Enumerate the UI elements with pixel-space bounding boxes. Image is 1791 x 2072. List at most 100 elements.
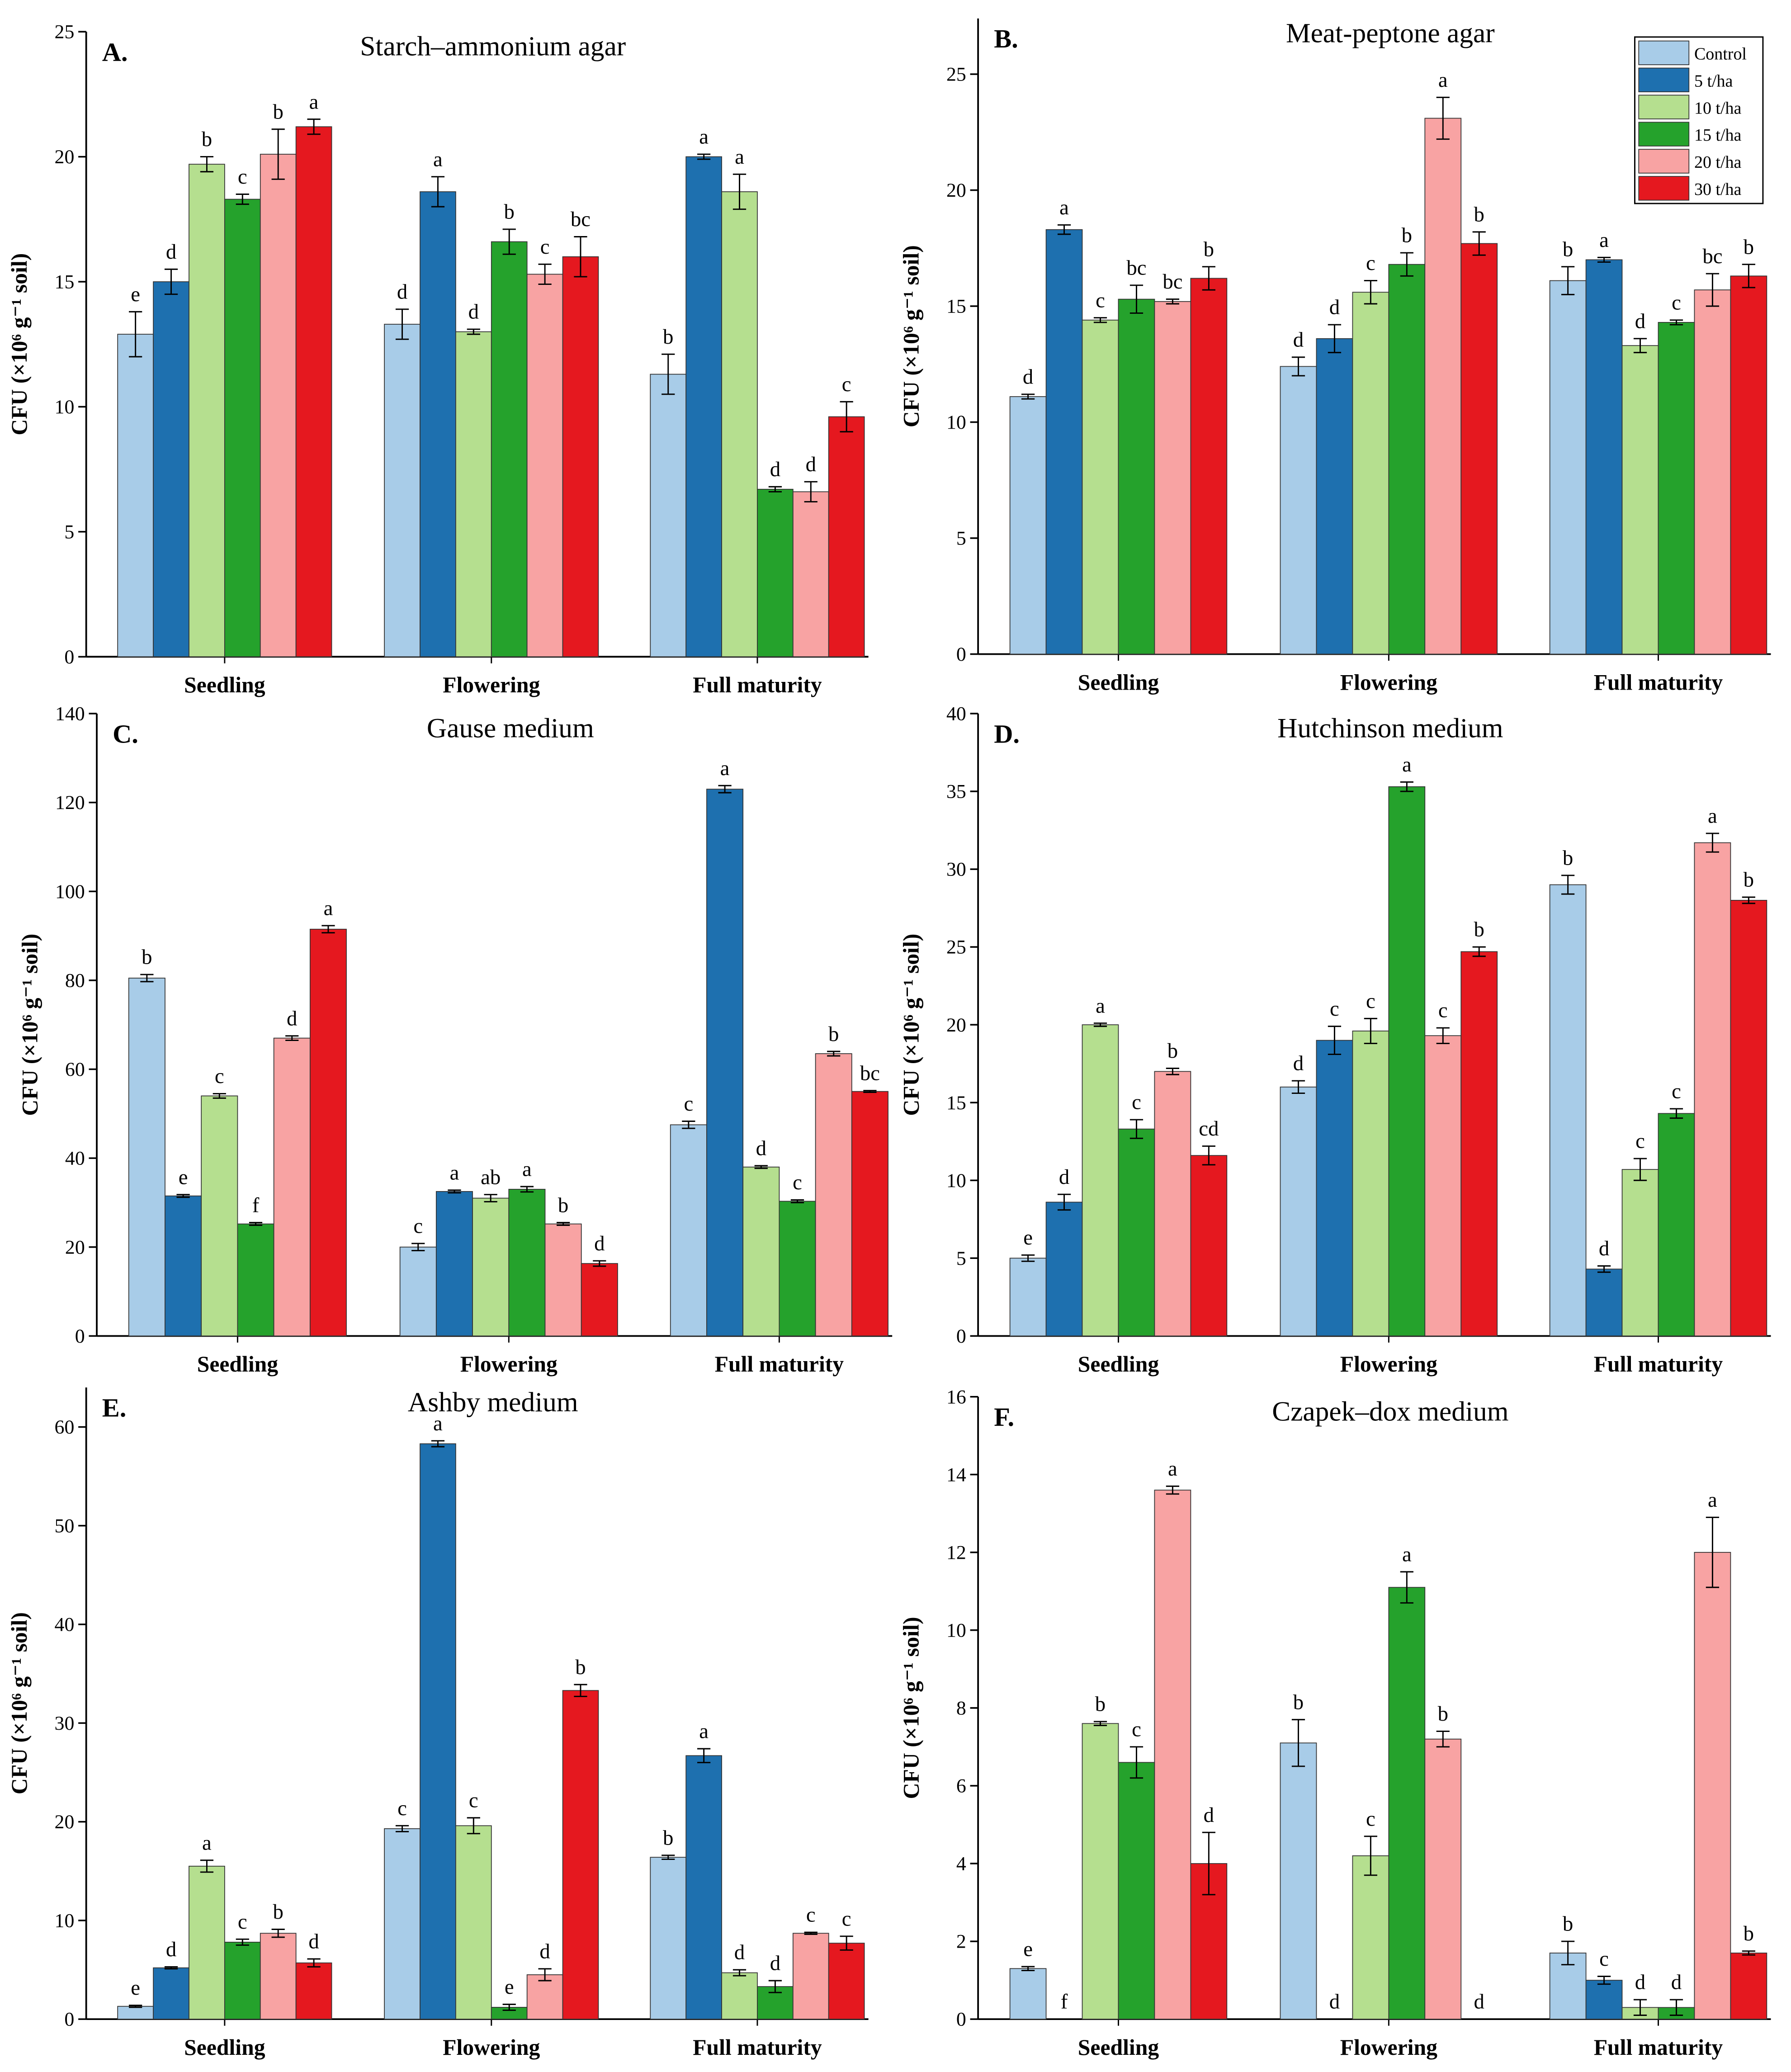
bar xyxy=(1621,345,1659,655)
significance-letter: d xyxy=(756,1136,766,1160)
significance-letter: a xyxy=(433,1412,443,1435)
significance-letter: d xyxy=(397,280,407,303)
significance-letter: d xyxy=(308,1930,319,1954)
bar xyxy=(1118,1128,1155,1337)
significance-letter: c xyxy=(684,1092,693,1116)
panel-letter: E. xyxy=(102,1393,127,1423)
significance-letter: b xyxy=(1402,224,1412,247)
bar xyxy=(1460,951,1498,1337)
significance-letter: d xyxy=(1329,296,1340,319)
bar xyxy=(1118,298,1155,655)
significance-letter: d xyxy=(1329,1990,1340,2014)
x-tick-label: Full maturity xyxy=(1594,670,1723,695)
significance-letter: b xyxy=(1167,1039,1178,1063)
significance-letter: c xyxy=(238,1910,247,1934)
bar xyxy=(1460,243,1498,655)
bar xyxy=(706,789,744,1337)
significance-letter: c xyxy=(1366,1807,1375,1831)
legend-swatch xyxy=(1638,40,1690,66)
y-tick-label: 25 xyxy=(55,21,75,43)
bar xyxy=(685,1755,722,2020)
bar xyxy=(455,331,492,658)
y-axis-label: CFU (×10⁶ g⁻¹ soil) xyxy=(899,1617,924,1799)
y-tick-label: 20 xyxy=(55,1811,75,1833)
y-tick-label: 4 xyxy=(956,1853,966,1875)
bar xyxy=(1694,842,1731,1337)
significance-letter: d xyxy=(1635,1971,1645,1994)
significance-letter: e xyxy=(1023,1226,1033,1249)
significance-letter: a xyxy=(324,897,333,920)
bar xyxy=(1424,1738,1462,2020)
y-tick-label: 20 xyxy=(65,1236,85,1258)
bar xyxy=(1694,1552,1731,2020)
legend-label: 20 t/ha xyxy=(1694,153,1742,172)
significance-letter: d xyxy=(1293,1052,1304,1075)
bar xyxy=(117,334,154,658)
y-tick-label: 80 xyxy=(65,970,85,991)
significance-letter: a xyxy=(1059,196,1069,219)
x-tick-label: Seedling xyxy=(1078,1352,1159,1377)
significance-letter: c xyxy=(215,1064,224,1088)
bar xyxy=(526,274,563,658)
bar xyxy=(526,1974,563,2020)
significance-letter: d xyxy=(1599,1237,1609,1260)
y-tick-label: 0 xyxy=(64,2009,74,2030)
bar xyxy=(544,1223,582,1337)
bar xyxy=(1388,1587,1426,2020)
legend-swatch xyxy=(1638,122,1690,147)
y-tick-label: 10 xyxy=(946,412,966,433)
bar xyxy=(128,978,165,1337)
significance-letter: c xyxy=(842,373,851,396)
chart-title: Czapek–dox medium xyxy=(1272,1396,1508,1427)
significance-letter: c xyxy=(397,1797,407,1820)
significance-letter: bc xyxy=(1702,245,1722,268)
chart-title: Ashby medium xyxy=(408,1387,578,1418)
y-tick-label: 10 xyxy=(55,396,75,418)
bar xyxy=(828,1943,865,2020)
bar xyxy=(721,191,758,658)
panel-c: 0 20 40 60 80 100 120 140 CFU (×10⁶ g⁻¹ soil) C. G… xyxy=(18,703,893,1377)
significance-letter: d xyxy=(287,1007,297,1030)
significance-letter: a xyxy=(433,147,443,171)
bar xyxy=(1730,275,1767,655)
significance-letter: d xyxy=(539,1940,550,1963)
bar xyxy=(1009,396,1047,655)
bar xyxy=(224,199,261,658)
y-tick-label: 5 xyxy=(956,528,966,549)
bar xyxy=(721,1972,758,2020)
x-tick-label: Seedling xyxy=(1078,670,1159,695)
bar xyxy=(224,1941,261,2020)
bar xyxy=(237,1223,274,1337)
bar xyxy=(670,1124,707,1337)
significance-letter: d xyxy=(770,1952,780,1975)
significance-letter: a xyxy=(202,1831,212,1854)
legend-label: Control xyxy=(1694,44,1747,63)
y-tick-label: 25 xyxy=(946,64,966,85)
significance-letter: c xyxy=(1366,989,1375,1013)
legend-swatch xyxy=(1638,95,1690,119)
legend-swatch xyxy=(1638,176,1690,201)
bar xyxy=(1045,229,1083,655)
bar xyxy=(1190,1155,1228,1337)
significance-letter: c xyxy=(1366,251,1375,275)
y-tick-label: 30 xyxy=(55,1712,75,1734)
x-tick-label: Flowering xyxy=(1340,1352,1437,1377)
y-tick-label: 40 xyxy=(65,1148,85,1169)
x-tick-label: Full maturity xyxy=(693,2035,822,2060)
significance-letter: d xyxy=(806,453,816,476)
significance-letter: c xyxy=(1330,997,1339,1021)
y-tick-label: 10 xyxy=(55,1910,75,1931)
x-tick-label: Flowering xyxy=(443,672,540,697)
bar xyxy=(1154,1490,1191,2020)
significance-letter: c xyxy=(540,235,550,259)
y-tick-label: 12 xyxy=(946,1542,966,1563)
significance-letter: a xyxy=(1708,804,1717,828)
bar xyxy=(650,1857,687,2020)
y-tick-label: 15 xyxy=(946,1092,966,1114)
significance-letter: c xyxy=(1096,289,1105,312)
significance-letter: c xyxy=(1132,1091,1141,1114)
bar xyxy=(117,2006,154,2020)
significance-letter: f xyxy=(1061,1990,1068,2014)
significance-letter: c xyxy=(413,1214,423,1238)
chart-title: Hutchinson medium xyxy=(1277,713,1503,744)
